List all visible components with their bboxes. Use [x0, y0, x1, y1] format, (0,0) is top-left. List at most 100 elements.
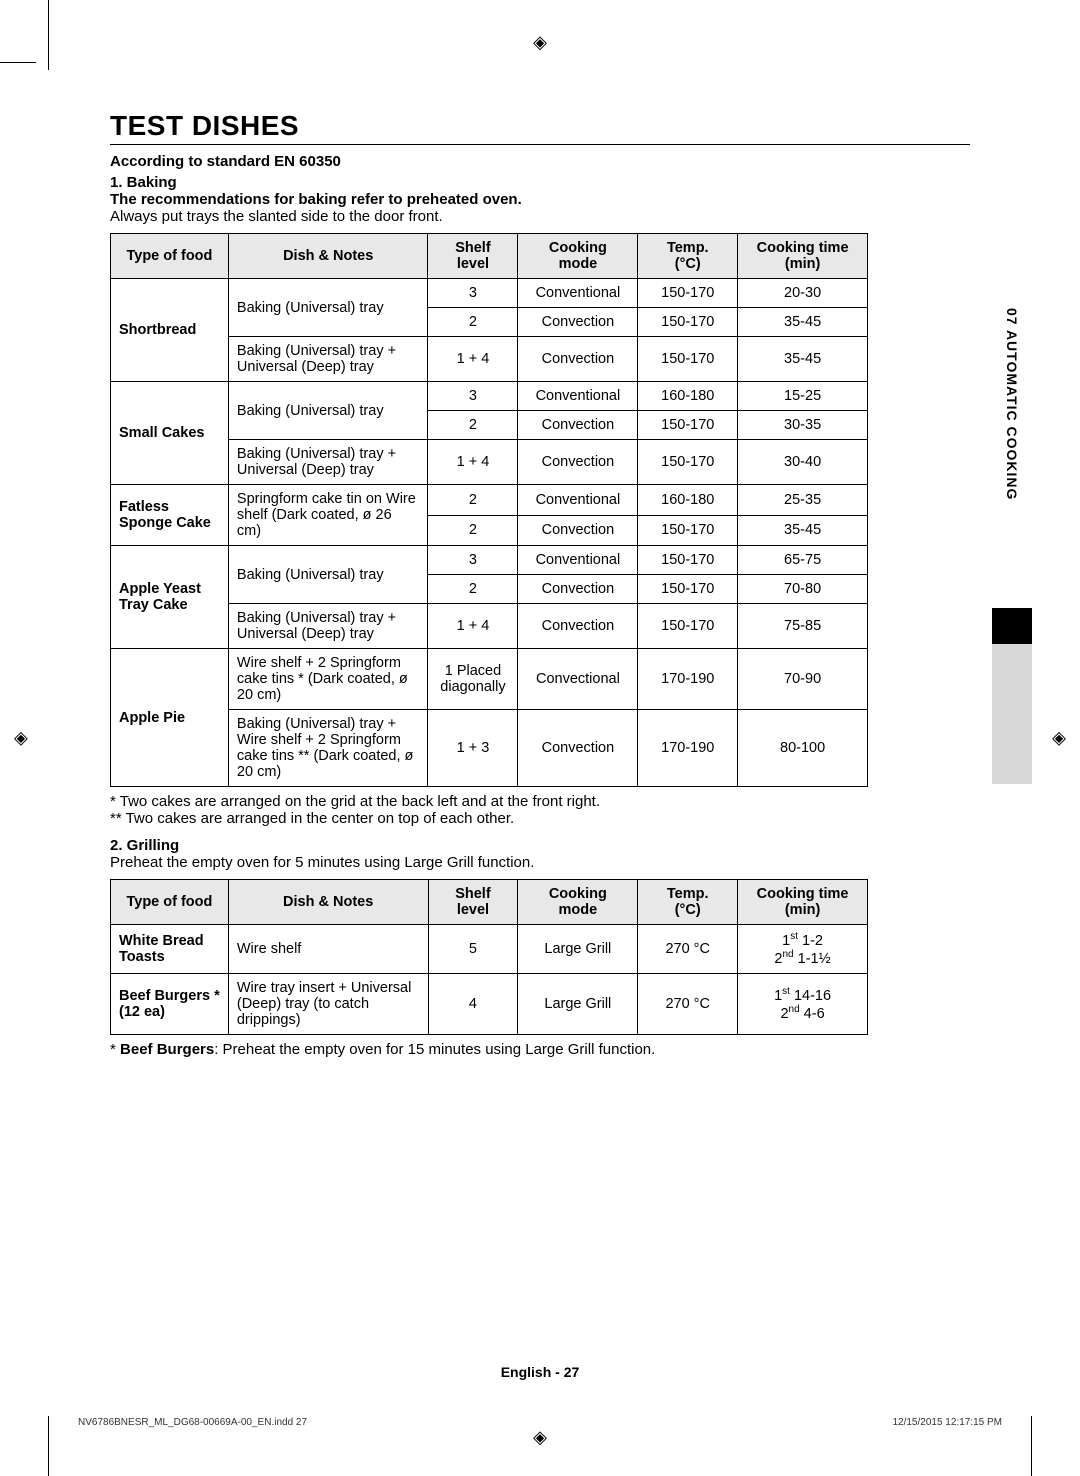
page-title: TEST DISHES	[110, 110, 970, 145]
table-cell: 150-170	[638, 515, 738, 546]
table-row: White Bread ToastsWire shelf5Large Grill…	[111, 925, 868, 974]
grilling-table: Type of foodDish & NotesShelflevelCookin…	[110, 879, 868, 1035]
table-header: Shelflevel	[428, 880, 518, 925]
section-2-text: Preheat the empty oven for 5 minutes usi…	[110, 854, 970, 871]
table-cell-food: White Bread Toasts	[111, 925, 229, 974]
table-cell: 70-90	[738, 649, 868, 710]
table-header: Cookingmode	[518, 880, 638, 925]
table-cell: 150-170	[638, 575, 738, 604]
table-cell: 4	[428, 973, 518, 1034]
table-cell-dish: Baking (Universal) tray + Universal (Dee…	[228, 440, 428, 485]
footnote-3-prefix: *	[110, 1041, 120, 1058]
table-cell: 1 Placed diagonally	[428, 649, 518, 710]
table-cell: 150-170	[638, 440, 738, 485]
table-cell: Convection	[518, 411, 638, 440]
table-cell: 80-100	[738, 710, 868, 787]
table-cell-food: Shortbread	[111, 279, 229, 382]
table-cell: Convection	[518, 515, 638, 546]
side-chapter-tab: 07 AUTOMATIC COOKING	[990, 308, 1020, 598]
table-header: Temp.(°C)	[638, 234, 738, 279]
table-cell: 15-25	[738, 382, 868, 411]
table-cell-dish: Baking (Universal) tray + Wire shelf + 2…	[228, 710, 428, 787]
table-cell: 2	[428, 411, 518, 440]
table-cell-dish: Wire shelf	[228, 925, 428, 974]
registration-mark-icon: ◈	[14, 728, 28, 749]
table-header: Cooking time(min)	[738, 234, 868, 279]
table-cell: 1 + 4	[428, 337, 518, 382]
table-cell-dish: Baking (Universal) tray + Universal (Dee…	[228, 337, 428, 382]
table-cell: 2	[428, 308, 518, 337]
table-cell-food: Small Cakes	[111, 382, 229, 485]
table-cell: 35-45	[738, 515, 868, 546]
table-cell: 270 °C	[638, 925, 738, 974]
table-cell: 3	[428, 279, 518, 308]
table-cell: 1st 14-162nd 4-6	[738, 973, 868, 1034]
table-cell: Convectional	[518, 649, 638, 710]
table-cell: Conventional	[518, 382, 638, 411]
table-header: Dish & Notes	[228, 234, 428, 279]
registration-mark-icon: ◈	[1052, 728, 1066, 749]
footnote-1: * Two cakes are arranged on the grid at …	[110, 793, 970, 810]
table-cell-dish: Baking (Universal) tray + Universal (Dee…	[228, 604, 428, 649]
table-cell: 150-170	[638, 279, 738, 308]
table-cell-dish: Springform cake tin on Wire shelf (Dark …	[228, 485, 428, 546]
table-cell: 1 + 3	[428, 710, 518, 787]
baking-table: Type of foodDish & NotesShelflevelCookin…	[110, 233, 868, 787]
table-cell: 2	[428, 575, 518, 604]
table-cell: Conventional	[518, 485, 638, 516]
crop-mark	[48, 0, 49, 70]
table-cell: 70-80	[738, 575, 868, 604]
table-cell: Large Grill	[518, 925, 638, 974]
table-cell: 25-35	[738, 485, 868, 516]
table-cell: 1st 1-22nd 1-1½	[738, 925, 868, 974]
table-cell: 170-190	[638, 649, 738, 710]
table-cell: 35-45	[738, 337, 868, 382]
side-chapter-label: 07 AUTOMATIC COOKING	[1004, 308, 1020, 500]
table-cell: 30-35	[738, 411, 868, 440]
side-tab-marker	[992, 608, 1032, 644]
table-cell: 65-75	[738, 546, 868, 575]
table-cell-dish: Baking (Universal) tray	[228, 546, 428, 604]
page-footer: English - 27	[501, 1364, 580, 1380]
table-cell-food: Apple Pie	[111, 649, 229, 787]
table-cell: Convection	[518, 308, 638, 337]
table-cell-dish: Wire shelf + 2 Springform cake tins * (D…	[228, 649, 428, 710]
table-cell: Conventional	[518, 279, 638, 308]
crop-mark	[1031, 1416, 1032, 1476]
table-cell: Conventional	[518, 546, 638, 575]
footnote-3-rest: : Preheat the empty oven for 15 minutes …	[214, 1041, 655, 1058]
table-header: Cooking time(min)	[738, 880, 868, 925]
table-cell: 170-190	[638, 710, 738, 787]
table-cell: 160-180	[638, 382, 738, 411]
footnote-3: * Beef Burgers: Preheat the empty oven f…	[110, 1041, 970, 1058]
table-row: ShortbreadBaking (Universal) tray3Conven…	[111, 279, 868, 308]
registration-mark-icon: ◈	[533, 32, 547, 53]
table-header: Temp.(°C)	[638, 880, 738, 925]
table-cell-dish: Baking (Universal) tray	[228, 382, 428, 440]
table-header: Dish & Notes	[228, 880, 428, 925]
footnote-3-bold: Beef Burgers	[120, 1041, 214, 1058]
table-cell: Convection	[518, 440, 638, 485]
section-1-note: The recommendations for baking refer to …	[110, 191, 970, 208]
table-cell: 75-85	[738, 604, 868, 649]
table-cell: 160-180	[638, 485, 738, 516]
table-cell-dish: Baking (Universal) tray	[228, 279, 428, 337]
table-header: Type of food	[111, 880, 229, 925]
section-1-heading: 1. Baking	[110, 174, 970, 191]
table-cell: Large Grill	[518, 973, 638, 1034]
footnote-2: ** Two cakes are arranged in the center …	[110, 810, 970, 827]
table-cell: 2	[428, 485, 518, 516]
table-cell: 1 + 4	[428, 604, 518, 649]
table-cell-dish: Wire tray insert + Universal (Deep) tray…	[228, 973, 428, 1034]
table-row: Apple Yeast Tray CakeBaking (Universal) …	[111, 546, 868, 575]
table-cell: Convection	[518, 604, 638, 649]
table-cell: 1 + 4	[428, 440, 518, 485]
table-row: Small CakesBaking (Universal) tray3Conve…	[111, 382, 868, 411]
table-cell: 5	[428, 925, 518, 974]
table-cell: 3	[428, 546, 518, 575]
crop-mark	[0, 62, 36, 63]
table-cell: Convection	[518, 337, 638, 382]
table-header: Cookingmode	[518, 234, 638, 279]
table-header: Type of food	[111, 234, 229, 279]
table-cell: 150-170	[638, 337, 738, 382]
